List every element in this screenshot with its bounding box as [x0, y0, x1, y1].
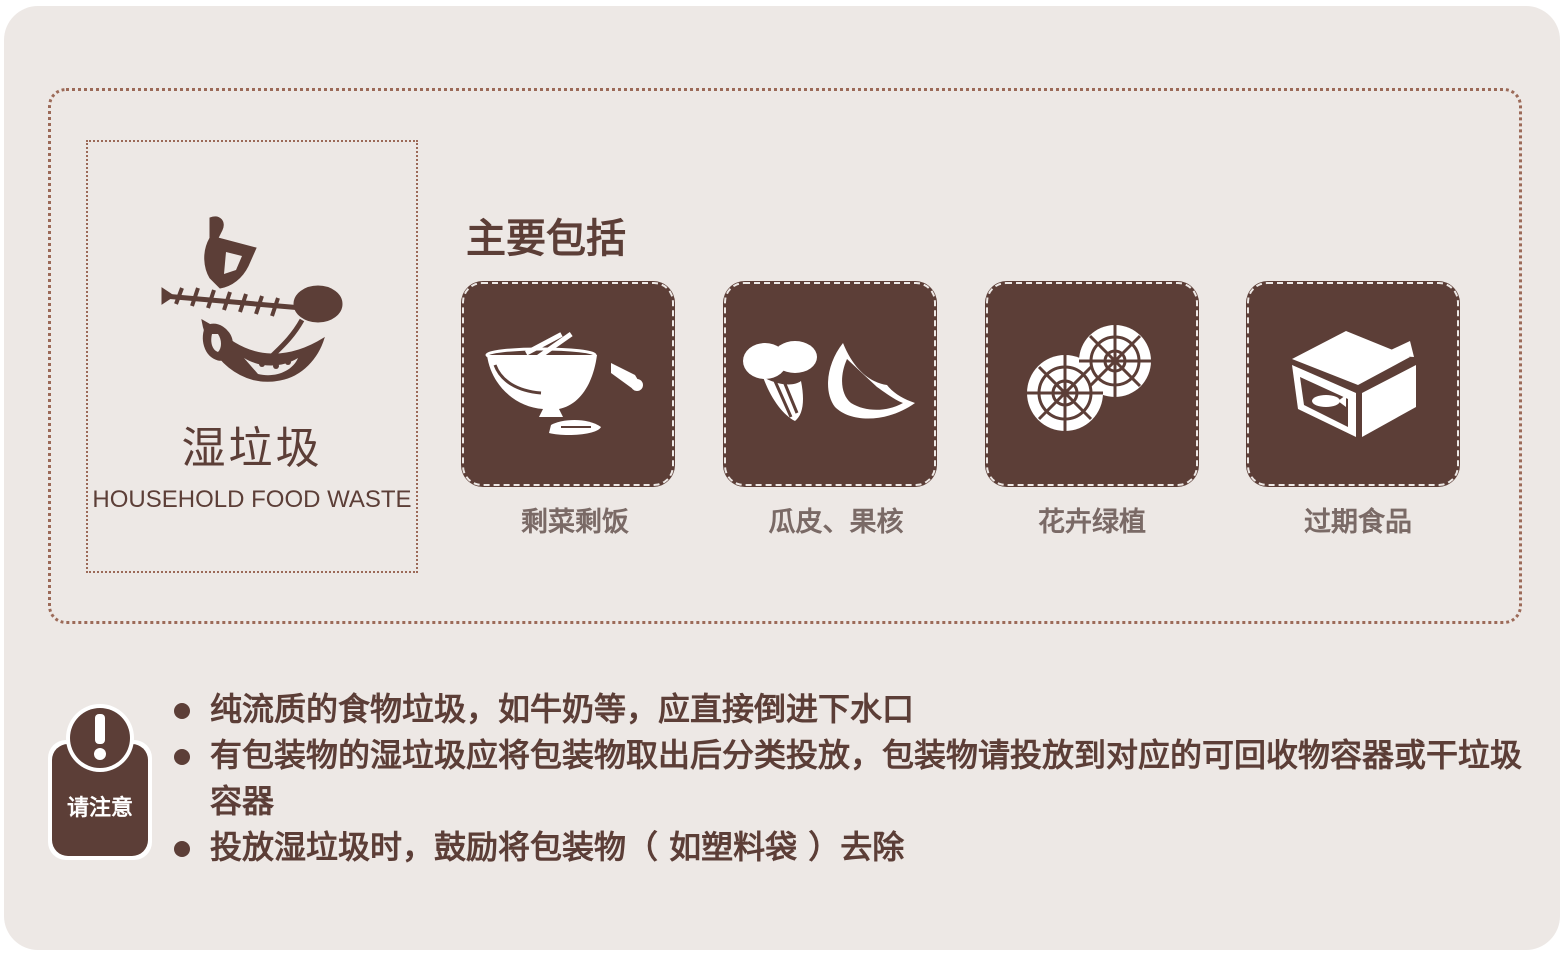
rice-bowl-leftovers-icon	[485, 332, 643, 435]
notice-item: 有包装物的湿垃圾应将包装物取出后分类投放，包装物请投放到对应的可回收物容器或干垃…	[172, 732, 1532, 824]
item-tile-leftovers	[461, 281, 675, 487]
category-frame	[48, 88, 1522, 624]
flowers-icon	[1027, 325, 1151, 431]
item-label-rind: 瓜皮、果核	[768, 507, 904, 538]
category-title: 湿垃圾	[181, 423, 323, 474]
item-label-leftovers: 剩菜剩饭	[521, 507, 629, 538]
notice-badge	[48, 704, 152, 860]
notice-item: 纯流质的食物垃圾，如牛奶等，应直接倒进下水口	[172, 686, 1532, 732]
item-label-expired-food: 过期食品	[1304, 507, 1412, 538]
notice-label: 请注意	[66, 796, 133, 821]
item-tile-flowers	[985, 281, 1199, 487]
exclamation-icon	[94, 714, 106, 760]
item-tile-expired-food	[1246, 281, 1460, 487]
item-label-flowers: 花卉绿植	[1038, 507, 1146, 538]
item-tile-rind	[723, 281, 937, 487]
fish-bone-food-waste-icon	[161, 216, 343, 382]
vegetable-melon-rind-icon	[743, 341, 915, 421]
notice-item: 投放湿垃圾时，鼓励将包装物（ 如塑料袋 ）去除	[172, 824, 1532, 870]
expired-food-box-icon	[1292, 331, 1416, 437]
category-panel	[86, 140, 418, 573]
category-subtitle: HOUSEHOLD FOOD WASTE	[92, 486, 412, 513]
notice-list: 纯流质的食物垃圾，如牛奶等，应直接倒进下水口 有包装物的湿垃圾应将包装物取出后分…	[172, 686, 1532, 870]
includes-heading: 主要包括	[466, 216, 626, 262]
